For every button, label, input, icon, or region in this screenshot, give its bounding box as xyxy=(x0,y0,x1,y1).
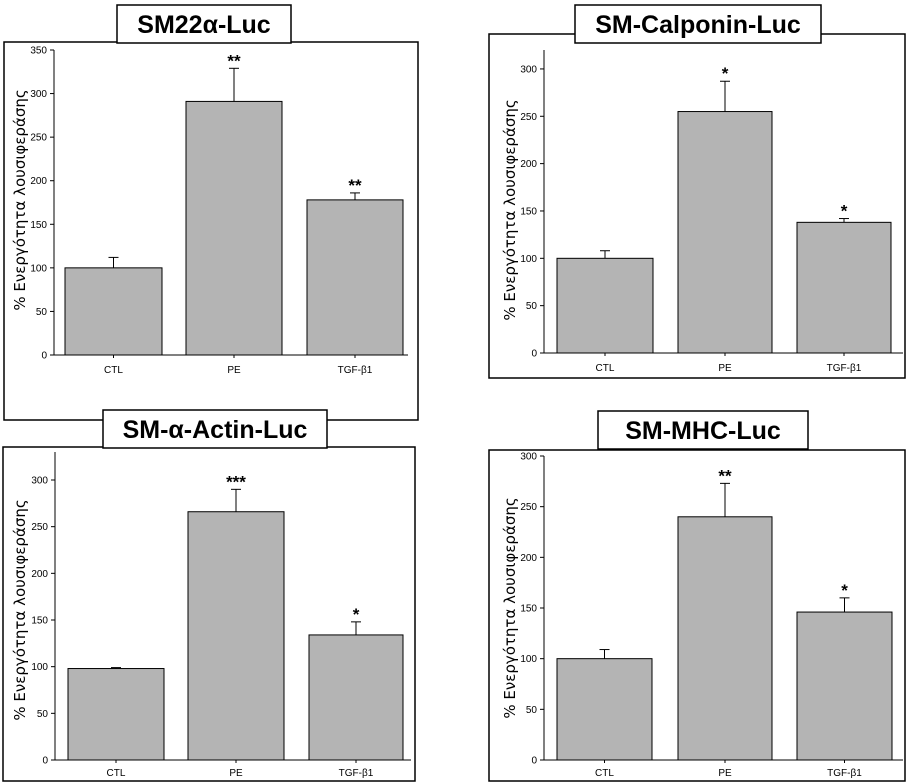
y-tick-label: 0 xyxy=(41,351,47,362)
significance-label: ** xyxy=(348,176,362,195)
bar-ctl xyxy=(64,267,163,356)
x-tick-label: PE xyxy=(229,768,243,779)
chart-mhc: SM-MHC-Luc 0 50 100 150 200 250 300 % Ενεργότητα… xyxy=(488,410,906,782)
x-tick-label: TGF-β1 xyxy=(338,365,373,376)
y-tick-label: 300 xyxy=(520,64,537,75)
bar-ctl xyxy=(67,668,165,761)
chart-title-box xyxy=(597,410,809,450)
significance-label: ** xyxy=(227,51,241,70)
y-tick-label: 0 xyxy=(531,756,537,767)
x-tick-label: CTL xyxy=(107,768,126,779)
bar-tgf-1 xyxy=(796,221,892,354)
x-tick-label: TGF-β1 xyxy=(827,363,862,374)
x-tick-label: PE xyxy=(718,363,732,374)
y-tick-label: 150 xyxy=(520,604,537,615)
y-axis-label: % Ενεργότητα λουσιφεράσης xyxy=(501,497,519,718)
y-tick-label: 250 xyxy=(520,112,537,123)
chart-sm22a: SM22α-Luc 0 50 100 150 200 250 300 350 % Ενεργότη… xyxy=(3,4,419,421)
y-tick-label: 50 xyxy=(526,301,538,312)
significance-label: * xyxy=(841,581,848,600)
x-tick-label: PE xyxy=(718,768,732,779)
chart-title-box xyxy=(574,4,822,44)
y-tick-label: 250 xyxy=(30,133,47,144)
y-tick-label: 50 xyxy=(37,709,49,720)
bar-pe xyxy=(677,111,773,354)
y-tick-label: 250 xyxy=(31,522,48,533)
y-tick-label: 100 xyxy=(31,662,48,673)
y-tick-label: 0 xyxy=(531,349,537,360)
significance-label: *** xyxy=(226,472,246,491)
bar-pe xyxy=(185,100,283,356)
bar-ctl xyxy=(556,257,654,354)
y-tick-label: 100 xyxy=(520,654,537,665)
y-tick-label: 200 xyxy=(520,553,537,564)
chart-calponin: SM-Calponin-Luc 0 50 100 150 200 250 300 % Ενεργ… xyxy=(488,4,906,379)
x-tick-label: CTL xyxy=(104,365,123,376)
significance-label: * xyxy=(841,202,848,221)
chart-actin: SM-α-Actin-Luc 0 50 100 150 200 250 300 % Ενεργό… xyxy=(2,409,416,782)
y-tick-label: 300 xyxy=(30,89,47,100)
chart-title: SM-Calponin-Luc xyxy=(595,11,801,39)
bar-tgf-1 xyxy=(306,199,404,356)
y-tick-label: 0 xyxy=(42,756,48,767)
chart-title: SM22α-Luc xyxy=(137,11,271,39)
bar-tgf-1 xyxy=(796,611,893,761)
y-tick-label: 50 xyxy=(526,705,538,716)
chart-title: SM-MHC-Luc xyxy=(625,417,781,445)
x-tick-label: CTL xyxy=(596,363,615,374)
chart-title: SM-α-Actin-Luc xyxy=(123,416,308,444)
significance-label: * xyxy=(722,64,729,83)
bar-pe xyxy=(187,511,285,761)
y-tick-label: 150 xyxy=(31,616,48,627)
bar-pe xyxy=(677,516,773,761)
y-tick-label: 250 xyxy=(520,502,537,513)
x-tick-label: TGF-β1 xyxy=(827,768,862,779)
x-tick-label: CTL xyxy=(595,768,614,779)
bar-tgf-1 xyxy=(308,634,404,761)
y-tick-label: 200 xyxy=(520,159,537,170)
y-axis-label: % Ενεργότητα λουσιφεράσης xyxy=(11,89,29,310)
significance-label: * xyxy=(353,605,360,624)
y-tick-label: 100 xyxy=(30,263,47,274)
y-tick-label: 150 xyxy=(520,206,537,217)
x-tick-label: TGF-β1 xyxy=(339,768,374,779)
y-axis-label: % Ενεργότητα λουσιφεράσης xyxy=(501,99,519,320)
significance-label: ** xyxy=(718,466,732,485)
bar-ctl xyxy=(556,658,653,761)
y-tick-label: 300 xyxy=(31,476,48,487)
y-tick-label: 150 xyxy=(30,220,47,231)
chart-title-box xyxy=(116,4,292,44)
chart-title-box xyxy=(102,409,328,449)
y-tick-label: 100 xyxy=(520,254,537,265)
y-tick-label: 350 xyxy=(30,46,47,57)
y-tick-label: 300 xyxy=(520,452,537,463)
y-tick-label: 50 xyxy=(36,307,48,318)
x-tick-label: PE xyxy=(227,365,241,376)
y-tick-label: 200 xyxy=(31,569,48,580)
y-axis-label: % Ενεργότητα λουσιφεράσης xyxy=(11,499,29,720)
y-tick-label: 200 xyxy=(30,176,47,187)
